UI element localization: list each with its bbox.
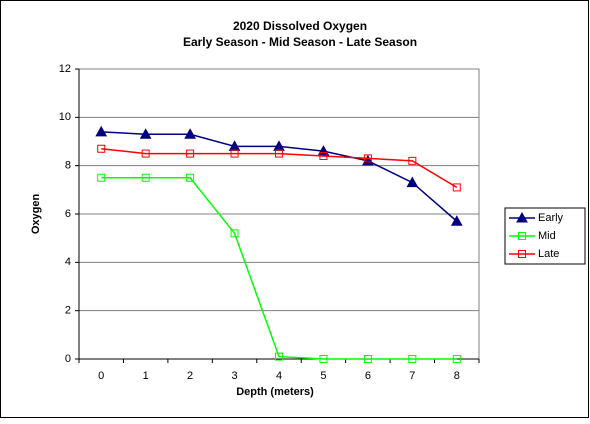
marker — [97, 173, 106, 182]
chart-title: 2020 Dissolved Oxygen — [233, 19, 367, 33]
marker — [275, 149, 283, 158]
marker — [275, 352, 283, 361]
marker — [362, 154, 374, 166]
x-tick-label: 3 — [231, 370, 237, 382]
x-tick-label: 5 — [320, 370, 326, 382]
x-tick-label: 6 — [365, 370, 371, 382]
marker — [516, 211, 528, 223]
x-tick-label: 1 — [143, 370, 149, 382]
marker — [97, 144, 106, 153]
x-tick-label: 8 — [454, 370, 460, 382]
series-line — [101, 148, 458, 189]
marker — [518, 232, 526, 240]
x-tick-label: 0 — [98, 370, 104, 382]
y-tick-label: 4 — [65, 256, 71, 268]
y-tick-label: 2 — [65, 305, 71, 317]
marker — [408, 355, 417, 363]
marker — [319, 355, 328, 363]
y-tick-label: 8 — [65, 160, 71, 172]
marker — [408, 156, 417, 165]
marker — [184, 128, 196, 139]
chart-subtitle: Early Season - Mid Season - Late Season — [183, 35, 417, 49]
marker — [141, 173, 150, 182]
y-tick-label: 0 — [65, 353, 71, 365]
marker — [452, 355, 461, 363]
x-tick-label: 4 — [276, 370, 282, 382]
marker — [186, 173, 195, 182]
marker — [230, 229, 239, 238]
legend-label: Late — [538, 248, 559, 260]
legend-label: Mid — [538, 230, 556, 242]
series-line — [101, 177, 457, 360]
marker — [406, 176, 419, 188]
x-tick-label: 2 — [187, 370, 193, 382]
marker — [452, 183, 461, 192]
marker — [230, 149, 239, 158]
y-axis-label: Oxygen — [30, 194, 42, 235]
marker — [518, 250, 526, 258]
marker — [186, 149, 195, 158]
marker — [363, 154, 372, 163]
marker — [141, 149, 150, 158]
y-tick-label: 12 — [59, 63, 71, 75]
marker — [319, 152, 328, 160]
marker — [363, 355, 372, 363]
y-tick-label: 6 — [65, 208, 71, 220]
marker — [95, 125, 108, 137]
marker — [139, 128, 152, 139]
marker — [450, 215, 463, 226]
x-tick-label: 7 — [409, 370, 415, 382]
legend-label: Early — [538, 212, 564, 224]
y-tick-label: 10 — [59, 111, 71, 123]
x-axis-label: Depth (meters) — [236, 386, 314, 398]
